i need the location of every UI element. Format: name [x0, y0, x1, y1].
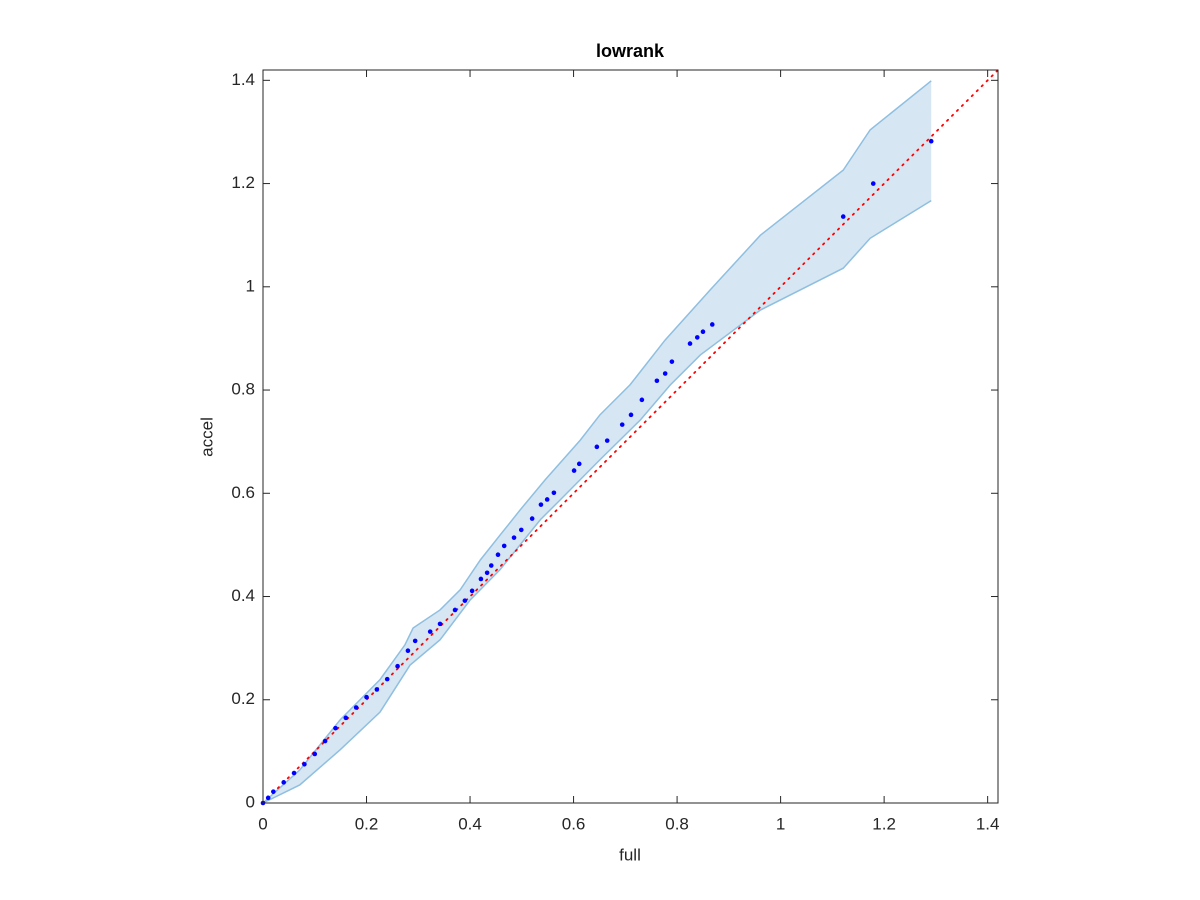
point — [281, 780, 287, 785]
x-tick-label: 0.4 — [458, 814, 482, 833]
point — [495, 552, 501, 558]
point — [437, 621, 443, 627]
band-edge — [262, 199, 932, 804]
point — [374, 687, 380, 692]
point — [619, 422, 625, 427]
point — [669, 359, 675, 364]
point — [544, 497, 550, 502]
point — [551, 490, 557, 496]
point — [576, 461, 582, 467]
x-tick-label: 0.6 — [562, 814, 586, 833]
point — [412, 638, 418, 644]
point — [364, 694, 369, 700]
point — [511, 535, 517, 540]
point — [343, 715, 349, 721]
y-tick-label: 0.8 — [231, 380, 255, 399]
band-edge — [262, 80, 932, 804]
axes-box — [262, 69, 999, 804]
y-tick-label: 1.4 — [231, 70, 255, 89]
point — [639, 397, 645, 403]
point — [469, 588, 475, 594]
point — [501, 543, 507, 549]
y-tick-label: 1 — [246, 276, 255, 295]
chart-title: lowrank — [596, 41, 665, 61]
point — [870, 181, 876, 186]
point — [322, 738, 328, 744]
point — [484, 570, 490, 576]
y-tick-label: 0.4 — [231, 586, 255, 605]
x-tick-label: 0.8 — [665, 814, 689, 833]
point — [840, 214, 846, 219]
point — [353, 705, 359, 710]
x-tick-label: 0.2 — [355, 814, 379, 833]
reference-line — [262, 69, 999, 804]
x-tick-label: 0 — [258, 814, 267, 833]
point — [271, 789, 276, 794]
point — [628, 412, 634, 418]
point — [265, 795, 271, 801]
point — [594, 444, 600, 450]
y-tick-label: 1.2 — [231, 173, 255, 192]
point — [709, 322, 715, 327]
x-axis-label: full — [619, 845, 641, 864]
point — [518, 527, 524, 533]
point — [452, 607, 458, 613]
y-axis-label: accel — [197, 417, 216, 457]
point — [662, 371, 668, 376]
point — [384, 676, 390, 682]
point — [571, 468, 577, 473]
x-tick-label: 1.2 — [872, 814, 896, 833]
point — [928, 138, 934, 144]
point — [291, 770, 297, 776]
point — [405, 648, 411, 654]
point — [694, 335, 700, 340]
point — [333, 725, 338, 731]
point — [312, 751, 318, 757]
point — [478, 576, 484, 582]
point — [604, 438, 610, 443]
y-tick-label: 0.6 — [231, 483, 255, 502]
point — [395, 663, 400, 669]
point — [462, 598, 468, 603]
x-tick-label: 1.4 — [976, 814, 1000, 833]
point — [700, 329, 706, 335]
y-tick-label: 0.2 — [231, 689, 255, 708]
point — [488, 563, 494, 568]
point — [427, 629, 433, 634]
point — [687, 341, 693, 346]
x-tick-label: 1 — [776, 814, 785, 833]
y-tick-label: 0 — [246, 792, 255, 811]
point — [538, 502, 544, 507]
point — [529, 516, 535, 521]
point — [302, 761, 307, 767]
point — [654, 378, 660, 384]
band-fill — [263, 80, 932, 803]
